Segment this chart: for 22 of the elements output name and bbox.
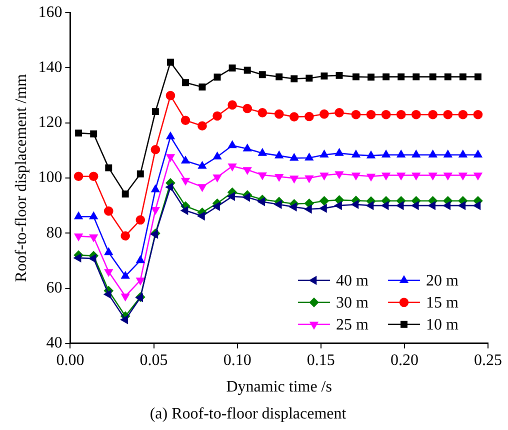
legend-label: 30 m (336, 294, 369, 312)
x-tick-label: 0.15 (306, 352, 335, 370)
y-axis-title: Roof-to-floor displacement /mm (12, 73, 30, 282)
y-tick-label: 60 (46, 279, 62, 296)
legend-label: 10 m (426, 316, 459, 334)
x-tick-label: 0.00 (56, 352, 84, 370)
y-tick-label: 80 (46, 224, 62, 242)
legend-label: 20 m (426, 272, 459, 290)
x-tick-label: 0.10 (223, 352, 252, 370)
y-tick-label: 40 (46, 334, 62, 352)
legend-label: 15 m (426, 294, 459, 312)
legend-label: 25 m (336, 316, 369, 334)
x-tick-label: 0.05 (140, 352, 168, 370)
text: (a) Roof-to-floor displacement (150, 406, 347, 423)
x-tick-label: 0.20 (390, 352, 418, 370)
y-tick-label: 100 (38, 169, 62, 186)
x-tick-label: 0.25 (474, 352, 502, 370)
y-tick-label: 160 (38, 4, 62, 21)
y-tick-label: 140 (38, 58, 62, 76)
legend-label: 40 m (336, 272, 369, 290)
y-tick-label: 120 (38, 114, 62, 132)
x-axis-title: Dynamic time /s (226, 378, 332, 396)
